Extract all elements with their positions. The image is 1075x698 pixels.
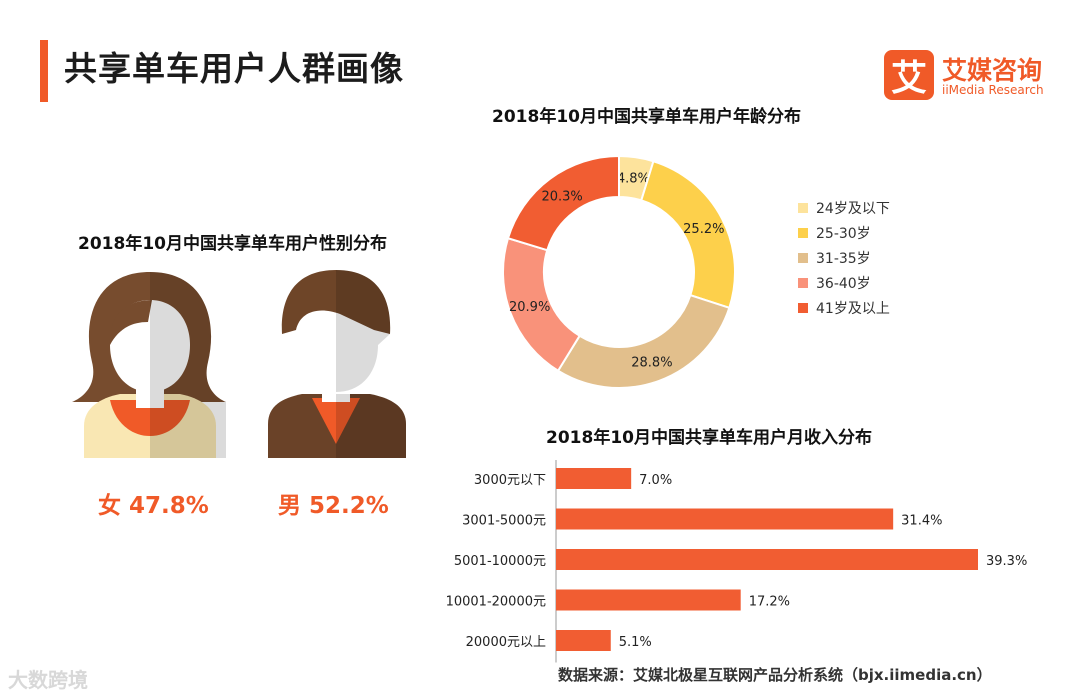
income-chart-title: 2018年10月中国共享单车用户月收入分布 bbox=[546, 428, 872, 448]
age-legend-swatch bbox=[798, 227, 808, 238]
age-legend-label: 24岁及以下 bbox=[816, 200, 890, 217]
income-category-label-0: 3000元以下 bbox=[474, 473, 546, 488]
male-collar bbox=[312, 398, 360, 444]
income-category-label-4: 20000元以上 bbox=[466, 635, 546, 650]
logo-name-cn: 艾媒咨询 bbox=[942, 56, 1043, 85]
age-slice-2 bbox=[556, 293, 731, 389]
age-slice-label-4: 20.3% bbox=[541, 189, 582, 204]
watermark: 大数跨境 bbox=[8, 668, 88, 692]
female-share-label: 女 47.8% bbox=[98, 493, 209, 519]
age-legend: 24岁及以下 25-30岁 31-35岁 36-40岁 41岁及以上 bbox=[798, 195, 890, 320]
title-accent-bar bbox=[40, 40, 48, 102]
age-legend-swatch bbox=[798, 302, 808, 313]
age-legend-swatch bbox=[798, 252, 808, 263]
income-value-label-4: 5.1% bbox=[619, 635, 652, 650]
income-value-label-3: 17.2% bbox=[749, 595, 790, 610]
income-category-label-3: 10001-20000元 bbox=[446, 595, 546, 610]
age-slice-label-2: 28.8% bbox=[631, 356, 672, 371]
age-legend-swatch bbox=[798, 277, 808, 288]
income-value-label-2: 39.3% bbox=[986, 554, 1027, 569]
age-chart-title: 2018年10月中国共享单车用户年龄分布 bbox=[492, 107, 801, 127]
female-shadow-half bbox=[150, 272, 226, 458]
age-legend-item: 31-35岁 bbox=[798, 245, 890, 270]
age-legend-item: 36-40岁 bbox=[798, 270, 890, 295]
age-legend-swatch bbox=[798, 202, 808, 213]
age-slice-label-3: 20.9% bbox=[509, 300, 550, 315]
age-slice-label-0: 4.8% bbox=[617, 172, 650, 187]
age-slice-label-1: 25.2% bbox=[683, 222, 724, 237]
income-bar-4 bbox=[556, 630, 611, 651]
income-bar-1 bbox=[556, 508, 894, 530]
data-source: 数据来源：艾媒北极星互联网产品分析系统（bjx.iimedia.cn） bbox=[558, 666, 992, 684]
income-category-label-1: 3001-5000元 bbox=[462, 514, 546, 529]
logo-mark: 艾 bbox=[884, 50, 934, 100]
age-legend-item: 25-30岁 bbox=[798, 220, 890, 245]
income-bar-2 bbox=[556, 549, 978, 570]
brand-logo: 艾 艾媒咨询 iiMedia Research bbox=[884, 50, 1056, 100]
income-bar-0 bbox=[556, 468, 632, 489]
male-shadow-half bbox=[336, 270, 406, 458]
logo-name-en: iiMedia Research bbox=[942, 83, 1044, 97]
age-legend-item: 24岁及以下 bbox=[798, 195, 890, 220]
female-bangs bbox=[109, 300, 152, 345]
gender-illustration bbox=[72, 270, 406, 458]
age-slice-4 bbox=[506, 154, 620, 252]
income-category-label-2: 5001-10000元 bbox=[454, 554, 546, 569]
age-legend-item: 41岁及以上 bbox=[798, 295, 890, 320]
male-share-label: 男 52.2% bbox=[278, 493, 389, 519]
age-legend-label: 25-30岁 bbox=[816, 225, 871, 242]
female-collar bbox=[110, 400, 190, 436]
page-title: 共享单车用户人群画像 bbox=[64, 49, 404, 88]
income-value-label-1: 31.4% bbox=[901, 514, 942, 529]
female-figure-icon bbox=[72, 272, 226, 458]
gender-chart-title: 2018年10月中国共享单车用户性别分布 bbox=[78, 234, 387, 254]
income-value-label-0: 7.0% bbox=[639, 473, 672, 488]
income-bar-3 bbox=[556, 589, 741, 611]
age-legend-label: 31-35岁 bbox=[816, 250, 871, 267]
male-figure-icon bbox=[268, 270, 406, 458]
male-hair bbox=[281, 270, 391, 334]
age-legend-label: 36-40岁 bbox=[816, 275, 871, 292]
male-face bbox=[294, 300, 378, 392]
age-legend-label: 41岁及以上 bbox=[816, 300, 890, 317]
